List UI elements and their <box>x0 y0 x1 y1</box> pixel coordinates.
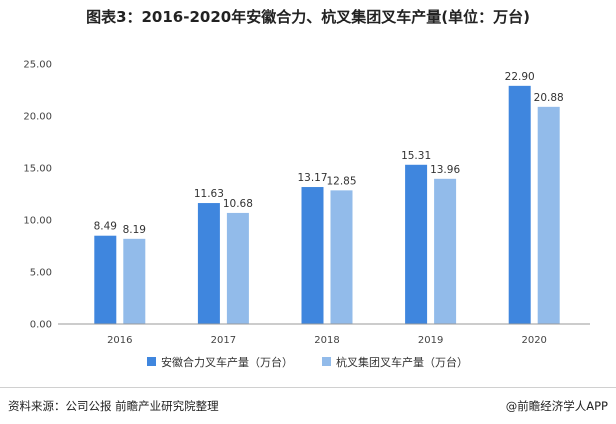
data-label: 11.63 <box>194 188 224 200</box>
y-axis: 0.00 5.00 10.00 15.00 20.00 25.00 <box>23 60 52 331</box>
bar-2019-series-2 <box>434 178 457 324</box>
bar-2019-series-1 <box>405 164 428 324</box>
data-label: 22.90 <box>505 71 535 83</box>
x-tick-label: 2020 <box>521 335 546 346</box>
y-tick-label: 20.00 <box>23 112 52 123</box>
legend: 安徽合力叉车产量（万台） 杭叉集团叉车产量（万台） <box>147 355 468 369</box>
bar-2017-series-1 <box>197 203 220 324</box>
data-label: 13.17 <box>297 172 327 184</box>
data-label: 12.85 <box>326 175 356 187</box>
bar-2016-series-1 <box>94 235 117 324</box>
brand-credit: @前瞻经济学人APP <box>505 399 608 413</box>
y-tick-label: 10.00 <box>23 216 52 227</box>
legend-swatch-series-1 <box>147 357 156 366</box>
data-label: 10.68 <box>223 198 253 210</box>
data-label: 13.96 <box>430 164 460 176</box>
chart-title: 图表3：2016-2020年安徽合力、杭叉集团叉车产量(单位：万台) <box>86 8 530 26</box>
y-tick-label: 5.00 <box>30 268 52 279</box>
data-label: 8.49 <box>94 221 117 233</box>
legend-label-series-2: 杭叉集团叉车产量（万台） <box>336 355 468 369</box>
bars-group <box>94 85 560 325</box>
x-tick-label: 2019 <box>418 335 443 346</box>
bar-2016-series-2 <box>123 238 146 324</box>
legend-swatch-series-2 <box>322 357 331 366</box>
data-label: 8.19 <box>123 224 146 236</box>
y-tick-label: 0.00 <box>30 320 52 331</box>
bar-2018-series-1 <box>301 187 324 324</box>
footer-divider <box>0 387 616 388</box>
bar-2020-series-1 <box>508 85 531 324</box>
y-tick-label: 15.00 <box>23 164 52 175</box>
legend-label-series-1: 安徽合力叉车产量（万台） <box>161 355 293 369</box>
bar-2017-series-2 <box>226 212 249 324</box>
x-tick-label: 2016 <box>107 335 132 346</box>
source-note: 资料来源：公司公报 前瞻产业研究院整理 <box>8 399 219 413</box>
x-tick-label: 2017 <box>211 335 236 346</box>
bar-2018-series-2 <box>330 190 353 324</box>
bar-2020-series-2 <box>537 106 560 325</box>
x-tick-label: 2018 <box>314 335 339 346</box>
data-label: 15.31 <box>401 150 431 162</box>
data-label: 20.88 <box>534 92 564 104</box>
bar-chart: 0.00 5.00 10.00 15.00 20.00 25.00 8.49 8.19 11.… <box>23 60 590 369</box>
y-tick-label: 25.00 <box>23 60 52 71</box>
x-axis: 2016 2017 2018 2019 2020 <box>107 335 547 346</box>
